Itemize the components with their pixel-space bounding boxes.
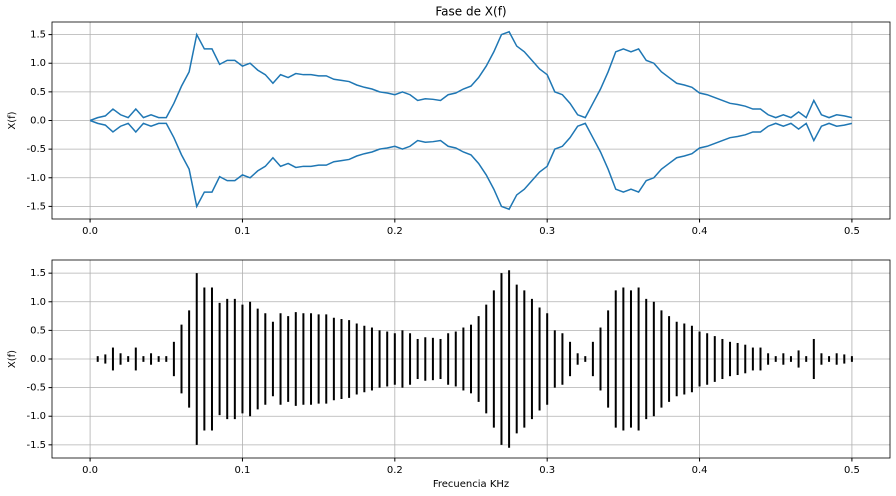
x-tick-label: 0.5 bbox=[844, 465, 860, 476]
x-tick-label: 0.3 bbox=[539, 465, 555, 476]
y-axis-label: X(f) bbox=[7, 350, 18, 368]
y-tick-label: 0.0 bbox=[30, 354, 46, 365]
y-tick-label: 0.0 bbox=[30, 116, 46, 127]
x-tick-label: 0.5 bbox=[844, 226, 860, 237]
y-tick-label: -1.0 bbox=[26, 173, 46, 184]
y-tick-label: 0.5 bbox=[30, 325, 46, 336]
x-tick-label: 0.4 bbox=[692, 465, 708, 476]
x-tick-label: 0.4 bbox=[692, 226, 708, 237]
x-tick-label: 0.2 bbox=[387, 226, 403, 237]
x-tick-label: 0.2 bbox=[387, 465, 403, 476]
y-tick-label: -1.5 bbox=[26, 201, 46, 212]
axes-frame bbox=[51, 21, 891, 220]
x-tick-label: 0.1 bbox=[235, 226, 251, 237]
x-axis-label: Frecuencia KHz bbox=[433, 479, 509, 490]
y-tick-label: 1.5 bbox=[30, 268, 46, 279]
y-tick-label: 1.0 bbox=[30, 58, 46, 69]
y-axis-label: X(f) bbox=[7, 111, 18, 129]
y-tick-label: -0.5 bbox=[26, 144, 46, 155]
line-series bbox=[89, 30, 853, 122]
y-tick-label: -0.5 bbox=[26, 383, 46, 394]
y-tick-label: 1.0 bbox=[30, 297, 46, 308]
x-tick-label: 0.0 bbox=[82, 465, 98, 476]
y-tick-label: -1.0 bbox=[26, 411, 46, 422]
axes-frame bbox=[51, 259, 891, 459]
chart-title: Fase de X(f) bbox=[435, 5, 506, 19]
line-series bbox=[89, 119, 853, 211]
y-tick-label: -1.5 bbox=[26, 440, 46, 451]
x-tick-label: 0.0 bbox=[82, 226, 98, 237]
y-tick-label: 1.5 bbox=[30, 30, 46, 41]
x-tick-label: 0.1 bbox=[235, 465, 251, 476]
x-tick-label: 0.3 bbox=[539, 226, 555, 237]
y-tick-label: 0.5 bbox=[30, 87, 46, 98]
